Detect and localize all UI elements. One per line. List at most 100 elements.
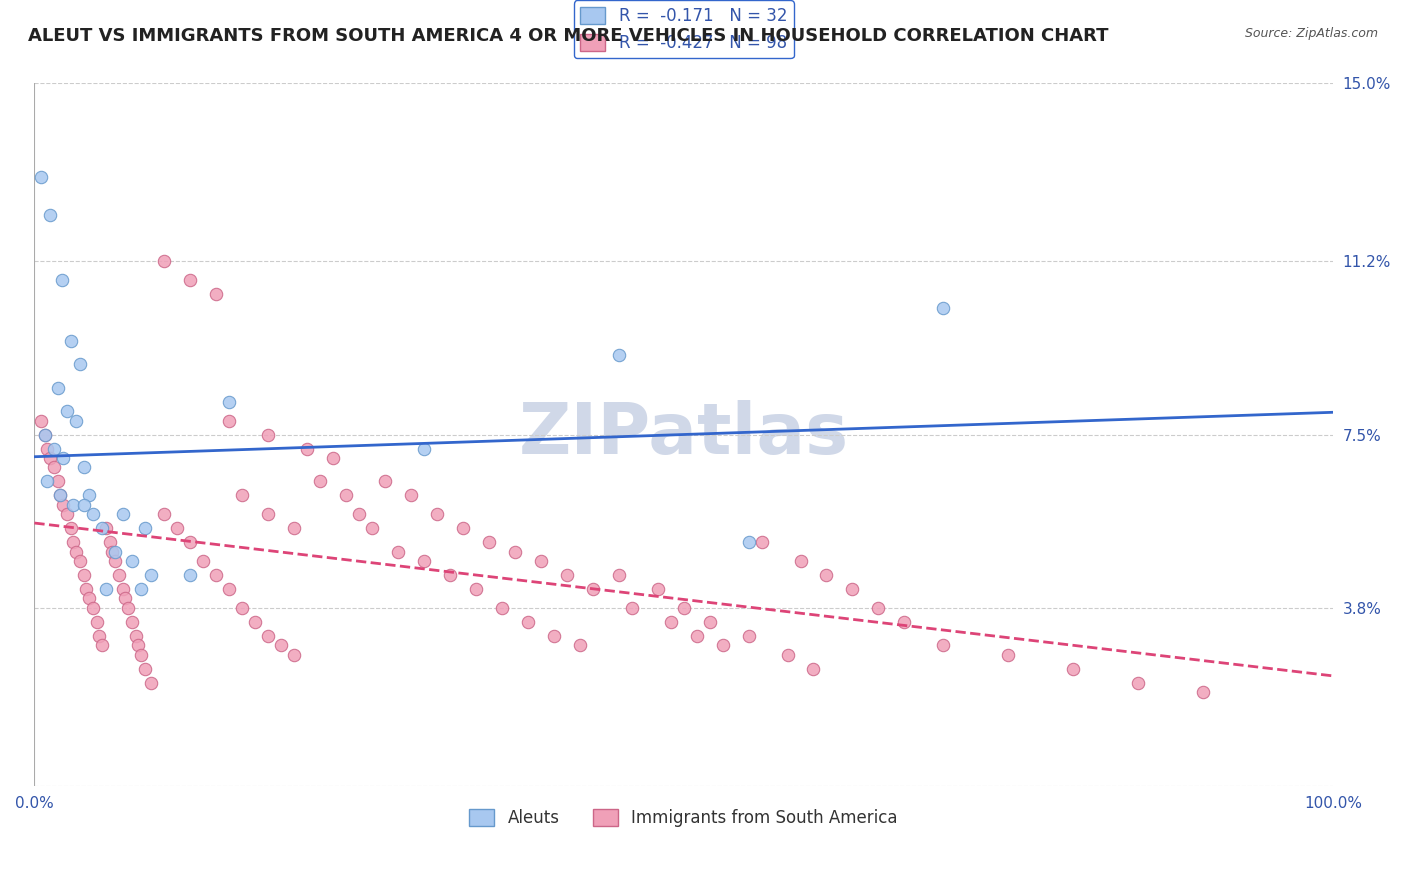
Point — [439, 568, 461, 582]
Point — [243, 615, 266, 629]
Point — [997, 648, 1019, 662]
Point — [932, 301, 955, 316]
Point — [205, 287, 228, 301]
Point — [124, 629, 146, 643]
Point — [129, 582, 152, 596]
Point — [52, 450, 75, 465]
Point — [82, 507, 104, 521]
Point — [141, 675, 163, 690]
Point — [34, 427, 56, 442]
Point — [647, 582, 669, 596]
Point — [685, 629, 707, 643]
Point — [42, 460, 65, 475]
Point — [104, 544, 127, 558]
Point — [114, 591, 136, 606]
Point — [789, 554, 811, 568]
Point — [1126, 675, 1149, 690]
Point — [49, 488, 72, 502]
Point — [218, 413, 240, 427]
Point — [309, 475, 332, 489]
Point — [205, 568, 228, 582]
Point — [52, 498, 75, 512]
Point — [530, 554, 553, 568]
Point — [374, 475, 396, 489]
Point — [841, 582, 863, 596]
Point — [1192, 685, 1215, 699]
Point — [607, 348, 630, 362]
Point — [283, 648, 305, 662]
Point — [699, 615, 721, 629]
Point — [413, 554, 436, 568]
Point — [218, 394, 240, 409]
Point — [111, 582, 134, 596]
Point — [56, 507, 79, 521]
Point — [107, 568, 129, 582]
Point — [568, 638, 591, 652]
Point — [73, 498, 96, 512]
Point — [737, 535, 759, 549]
Point — [582, 582, 605, 596]
Point — [51, 273, 73, 287]
Point — [127, 638, 149, 652]
Point — [179, 273, 201, 287]
Point — [335, 488, 357, 502]
Point — [347, 507, 370, 521]
Point — [59, 334, 82, 348]
Point — [815, 568, 838, 582]
Point — [737, 629, 759, 643]
Point — [59, 521, 82, 535]
Point — [94, 521, 117, 535]
Point — [153, 507, 176, 521]
Point — [672, 600, 695, 615]
Point — [30, 413, 52, 427]
Text: ZIPatlas: ZIPatlas — [519, 401, 849, 469]
Point — [141, 568, 163, 582]
Point — [179, 535, 201, 549]
Point — [607, 568, 630, 582]
Point — [179, 568, 201, 582]
Point — [90, 521, 112, 535]
Point — [932, 638, 955, 652]
Point — [73, 568, 96, 582]
Point — [478, 535, 501, 549]
Point — [89, 629, 111, 643]
Point — [361, 521, 384, 535]
Point — [34, 427, 56, 442]
Point — [121, 554, 143, 568]
Point — [868, 600, 890, 615]
Point — [426, 507, 449, 521]
Point — [39, 450, 62, 465]
Point — [503, 544, 526, 558]
Point — [803, 662, 825, 676]
Point — [37, 475, 59, 489]
Point — [659, 615, 682, 629]
Point — [90, 638, 112, 652]
Point — [94, 582, 117, 596]
Point — [65, 413, 87, 427]
Point — [451, 521, 474, 535]
Point — [893, 615, 915, 629]
Point — [134, 521, 156, 535]
Point — [117, 600, 139, 615]
Point — [121, 615, 143, 629]
Point — [37, 442, 59, 456]
Point — [56, 404, 79, 418]
Point — [111, 507, 134, 521]
Point — [1062, 662, 1084, 676]
Point — [77, 488, 100, 502]
Point — [751, 535, 773, 549]
Point — [77, 591, 100, 606]
Point — [620, 600, 643, 615]
Point — [257, 629, 280, 643]
Point — [776, 648, 799, 662]
Point — [129, 648, 152, 662]
Point — [73, 460, 96, 475]
Point — [42, 442, 65, 456]
Point — [257, 427, 280, 442]
Point — [295, 442, 318, 456]
Point — [101, 544, 124, 558]
Legend: Aleuts, Immigrants from South America: Aleuts, Immigrants from South America — [463, 802, 904, 834]
Point — [46, 381, 69, 395]
Point — [231, 600, 253, 615]
Point — [49, 488, 72, 502]
